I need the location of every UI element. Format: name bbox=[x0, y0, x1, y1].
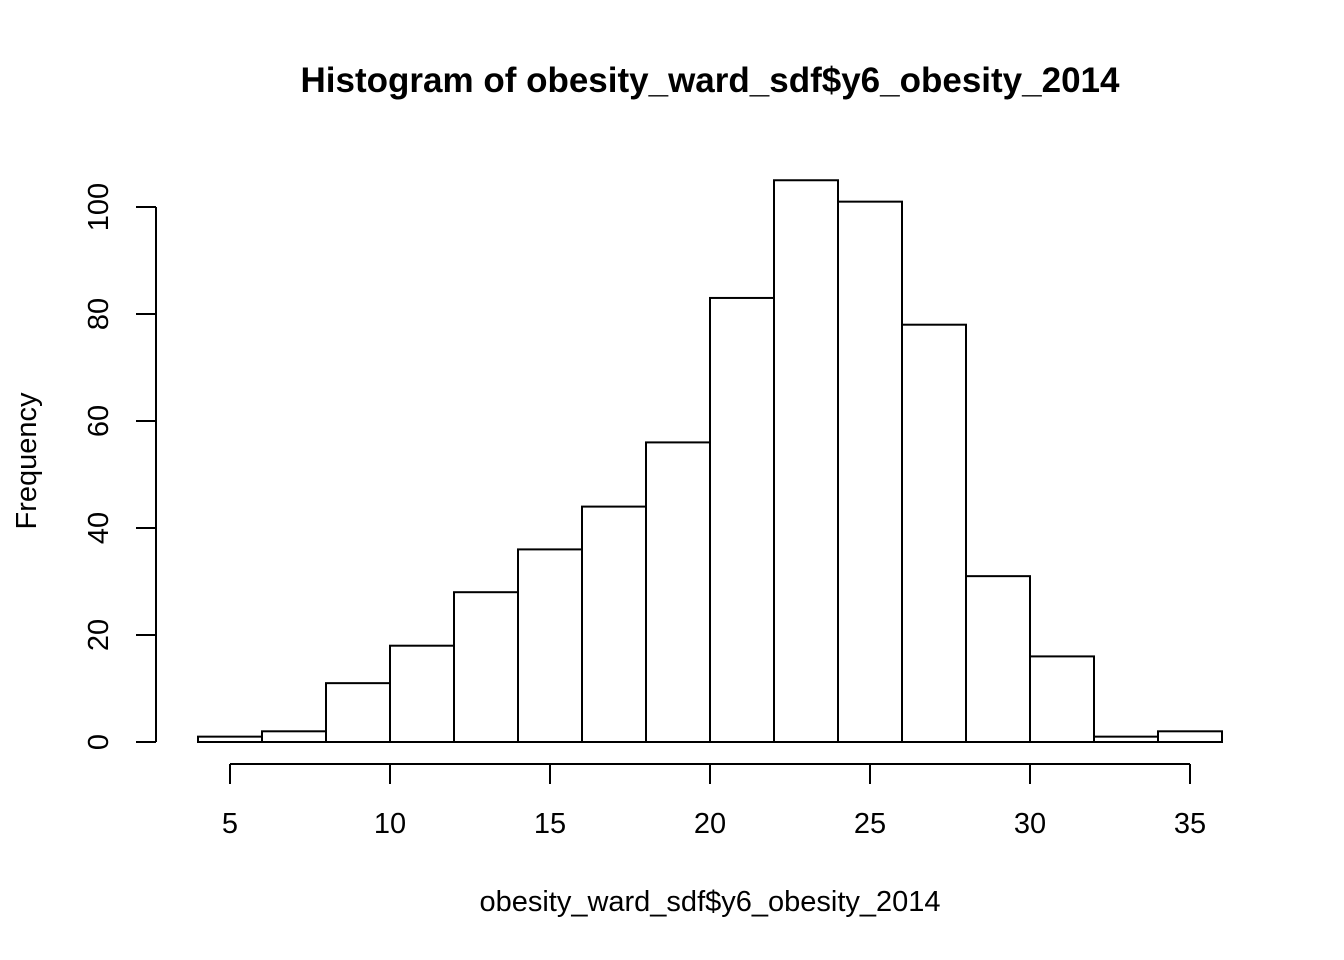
y-tick-label: 100 bbox=[83, 183, 115, 231]
histogram-bar bbox=[1157, 730, 1223, 743]
x-tick-label: 15 bbox=[534, 808, 566, 840]
histogram-bar bbox=[581, 505, 647, 743]
x-tick-label: 10 bbox=[374, 808, 406, 840]
y-tick-label: 20 bbox=[83, 619, 115, 651]
y-tick-label: 80 bbox=[83, 298, 115, 330]
histogram-bar bbox=[1029, 655, 1095, 744]
histogram-bar bbox=[965, 575, 1031, 744]
chart-title: Histogram of obesity_ward_sdf$y6_obesity… bbox=[301, 61, 1120, 100]
x-axis-label: obesity_ward_sdf$y6_obesity_2014 bbox=[479, 886, 940, 918]
y-tick-label: 40 bbox=[83, 512, 115, 544]
histogram-bar bbox=[1093, 735, 1159, 744]
histogram-bar bbox=[645, 441, 711, 743]
x-tick-label: 20 bbox=[694, 808, 726, 840]
histogram-bar bbox=[325, 682, 391, 744]
bars-group bbox=[197, 179, 1223, 744]
histogram-bar bbox=[261, 730, 327, 743]
histogram-bar bbox=[837, 200, 903, 743]
y-axis: 0 20 40 60 80 100 bbox=[83, 183, 157, 750]
histogram-bar bbox=[389, 644, 455, 744]
histogram-bar bbox=[453, 591, 519, 744]
x-axis: 5 10 15 20 25 30 35 bbox=[222, 763, 1206, 840]
histogram-bar bbox=[773, 179, 839, 743]
histogram-bar bbox=[517, 548, 583, 744]
y-tick-label: 0 bbox=[83, 734, 115, 750]
x-tick-label: 25 bbox=[854, 808, 886, 840]
x-tick-label: 5 bbox=[222, 808, 238, 840]
x-tick-label: 30 bbox=[1014, 808, 1046, 840]
histogram-bar bbox=[901, 323, 967, 743]
histogram-bar bbox=[709, 296, 775, 743]
y-axis-label: Frequency bbox=[11, 392, 43, 530]
x-tick-label: 35 bbox=[1174, 808, 1206, 840]
histogram-bar bbox=[197, 735, 263, 744]
y-tick-label: 60 bbox=[83, 405, 115, 437]
